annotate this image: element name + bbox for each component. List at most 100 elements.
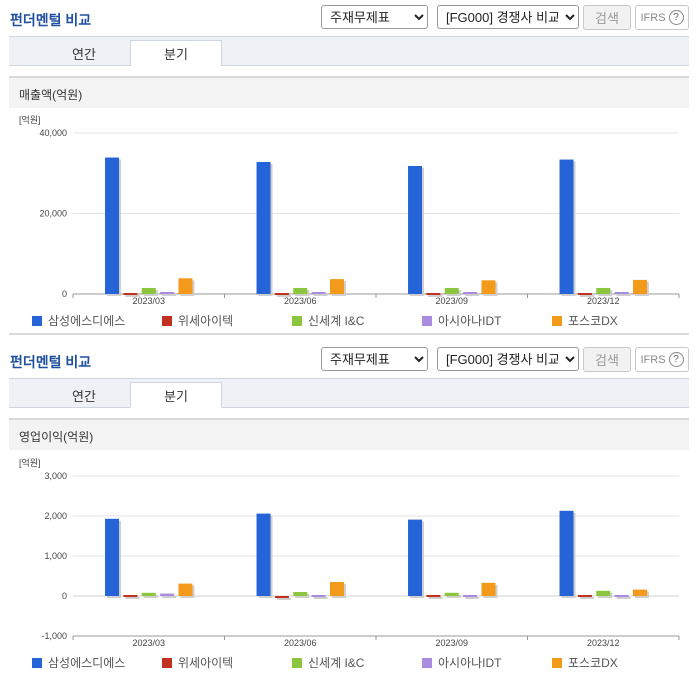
bar <box>481 280 496 294</box>
bar <box>141 287 156 294</box>
y-tick-label: -1,000 <box>41 631 67 641</box>
bar <box>160 291 175 294</box>
bar <box>577 595 592 597</box>
bar <box>329 582 344 596</box>
legend-swatch <box>162 657 172 668</box>
bar-shadow <box>579 597 594 599</box>
bar <box>329 279 344 294</box>
search-button[interactable]: 검색 <box>583 347 631 372</box>
tab-annual[interactable]: 연간 <box>72 388 96 404</box>
comparison-group-select[interactable]: [FG000] 경쟁사 비교 <box>437 347 579 371</box>
bar-shadow <box>162 293 177 296</box>
bar <box>614 291 629 294</box>
legend-item[interactable]: 삼성에스디에스 <box>32 312 125 329</box>
legend-item[interactable]: 신세계 I&C <box>292 654 364 671</box>
legend-swatch <box>552 315 562 326</box>
legend-label: 위세아이텍 <box>178 656 234 670</box>
tab-quarterly[interactable]: 분기 <box>130 40 222 66</box>
bar <box>559 510 574 596</box>
legend-item[interactable]: 위세아이텍 <box>162 654 233 671</box>
x-tick-label: 2023/06 <box>284 638 317 648</box>
legend-swatch <box>422 315 432 326</box>
legend-swatch <box>32 315 42 326</box>
comparison-group-select[interactable]: [FG000] 경쟁사 비교 <box>437 5 579 29</box>
legend-item[interactable]: 신세계 I&C <box>292 312 364 329</box>
legend-item[interactable]: 위세아이텍 <box>162 312 233 329</box>
bar <box>596 287 611 294</box>
bar-shadow <box>446 594 461 598</box>
bar <box>577 293 592 295</box>
bar-shadow <box>465 597 480 599</box>
fundamental-panel-operating-profit: 펀더멘털 비교 주재무제표 [FG000] 경쟁사 비교 검색 IFRS ? 연… <box>0 342 696 684</box>
bar <box>311 291 326 294</box>
bar <box>408 166 423 294</box>
statement-type-select[interactable]: 주재무제표 <box>321 5 428 29</box>
legend-label: 아시아나IDT <box>438 314 502 328</box>
help-icon[interactable]: ? <box>668 352 684 367</box>
legend-item[interactable]: 아시아나IDT <box>422 312 502 329</box>
statement-type-select[interactable]: 주재무제표 <box>321 347 428 371</box>
bar <box>463 595 478 597</box>
bar <box>311 595 326 597</box>
legend-swatch <box>552 657 562 668</box>
y-tick-label: 3,000 <box>44 471 67 481</box>
legend-label: 신세계 I&C <box>308 314 365 328</box>
bar <box>444 287 459 294</box>
x-tick-label: 2023/09 <box>435 638 468 648</box>
legend-item[interactable]: 아시아나IDT <box>422 654 502 671</box>
bar <box>274 293 289 295</box>
panel-header: 펀더멘털 비교 주재무제표 [FG000] 경쟁사 비교 검색 IFRS ? <box>0 342 696 376</box>
bar <box>408 519 423 596</box>
bar <box>426 595 441 597</box>
x-tick-label: 2023/12 <box>587 638 620 648</box>
operating-profit-bar-chart: [억원] -1,000 0 1,000 2,000 3,000 2023/03 2023/06… <box>19 457 680 648</box>
search-button[interactable]: 검색 <box>583 5 631 30</box>
bar <box>444 592 459 596</box>
chart-title: 영업이익(억원) <box>19 430 94 444</box>
period-tabs: 연간 분기 <box>9 378 689 408</box>
x-tick-label: 2023/06 <box>284 296 317 306</box>
bar <box>141 592 156 596</box>
bar <box>105 518 120 596</box>
legend-label: 아시아나IDT <box>438 656 502 670</box>
help-icon[interactable]: ? <box>668 10 684 25</box>
y-tick-label: 1,000 <box>44 551 67 561</box>
tab-quarterly[interactable]: 분기 <box>130 382 222 408</box>
bar <box>481 582 496 596</box>
legend-item[interactable]: 포스코DX <box>552 312 618 329</box>
bar <box>160 593 175 596</box>
y-unit-label: [억원] <box>19 114 41 125</box>
y-tick-label: 0 <box>62 289 67 299</box>
bar <box>632 589 647 596</box>
revenue-bar-chart: [억원] 0 20,000 40,000 2023/03 2023/06 2023/09 20… <box>19 114 680 306</box>
bar <box>105 157 120 294</box>
legend-label: 삼성에스디에스 <box>48 656 126 670</box>
chart-legend: 삼성에스디에스 위세아이텍 신세계 I&C 아시아나IDT 포스코DX <box>32 654 682 671</box>
legend-item[interactable]: 포스코DX <box>552 654 618 671</box>
chart-title-bar: 영업이익(억원) <box>9 418 689 450</box>
y-tick-label: 20,000 <box>39 209 67 219</box>
chart-legend: 삼성에스디에스 위세아이텍 신세계 I&C 아시아나IDT 포스코DX <box>32 312 682 329</box>
panel-title: 펀더멘털 비교 <box>10 12 92 28</box>
ifrs-button[interactable]: IFRS ? <box>635 347 689 372</box>
legend-label: 위세아이텍 <box>178 314 234 328</box>
y-tick-label: 40,000 <box>39 128 67 138</box>
bar <box>256 513 271 596</box>
period-tabs: 연간 분기 <box>9 36 689 66</box>
ifrs-label: IFRS <box>640 11 666 24</box>
bar-shadow <box>276 598 291 600</box>
bar-shadow <box>428 597 443 599</box>
bar-shadow <box>125 295 140 297</box>
y-tick-label: 0 <box>62 591 67 601</box>
ifrs-button[interactable]: IFRS ? <box>635 5 689 30</box>
x-tick-label: 2023/09 <box>435 296 468 306</box>
legend-swatch <box>292 315 302 326</box>
legend-item[interactable]: 삼성에스디에스 <box>32 654 125 671</box>
bar <box>632 279 647 294</box>
tab-annual[interactable]: 연간 <box>72 46 96 62</box>
bar-shadow <box>579 295 594 297</box>
panel-header: 펀더멘털 비교 주재무제표 [FG000] 경쟁사 비교 검색 IFRS ? <box>0 0 696 34</box>
bar-shadow <box>125 597 140 599</box>
x-tick-label: 2023/12 <box>587 296 620 306</box>
bar <box>596 590 611 596</box>
